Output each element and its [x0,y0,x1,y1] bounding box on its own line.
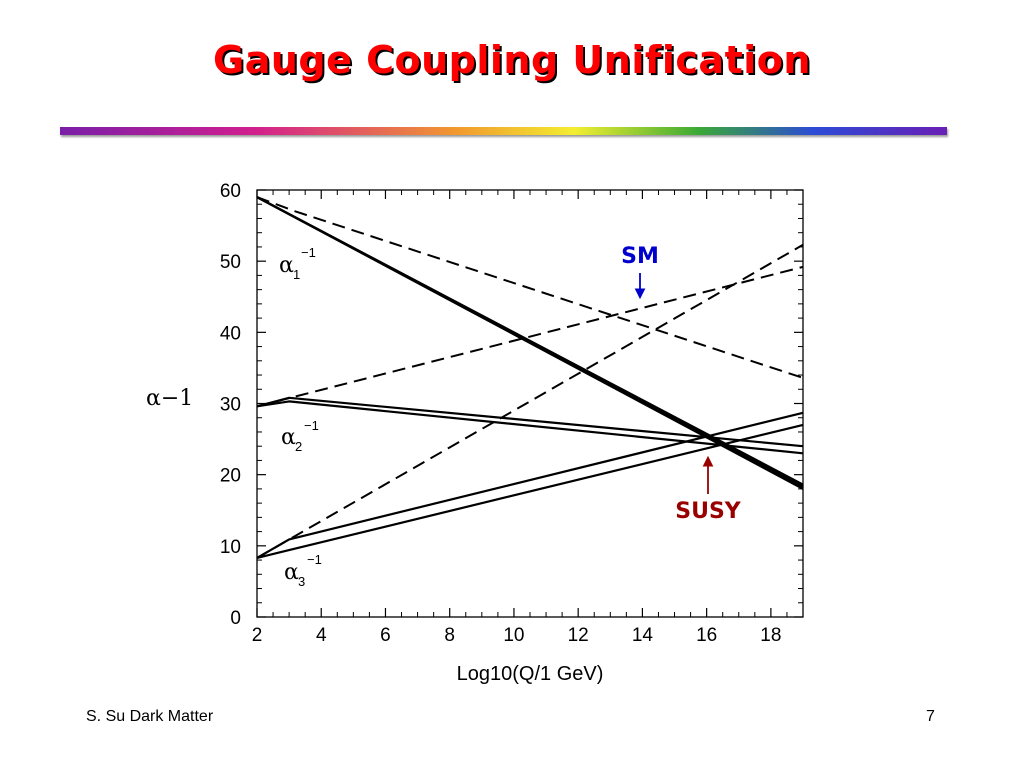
y-tick-label: 40 [220,323,241,344]
series-layer [256,196,804,559]
susy-annotation: SUSY [675,455,742,524]
y-tick-label: 20 [220,466,241,487]
y-axis-title: α−1 [146,386,193,411]
curve-label-alpha1-sub: 1 [293,267,300,282]
y-tick-label: 10 [220,537,241,558]
x-tick-label: 4 [316,625,327,646]
susy-curve-9 [256,423,804,559]
footer-author: S. Su Dark Matter [86,708,214,725]
sm-curve-1 [256,265,804,408]
curve-label-alpha2-sub: 2 [295,439,302,454]
curve-label-alpha3-sub: 3 [298,574,305,589]
sm-label: SM [621,244,659,269]
title-divider [60,127,947,135]
x-tick-label: 2 [252,625,263,646]
x-axis-title-text: Log10(Q/1 GeV) [457,663,604,685]
x-axis-title: Log10(Q/1 GeV) [457,663,604,685]
susy-curve-7 [256,400,804,455]
x-tick-label: 8 [444,625,455,646]
curve-label-alpha1: α 1 −1 [279,245,316,282]
x-tick-label: 16 [696,625,717,646]
page-number: 7 [926,708,935,725]
x-tick-label: 14 [632,625,654,646]
curve-label-alpha3-sup: −1 [307,552,322,567]
sm-curve-0 [256,196,804,379]
curve-label-alpha1-sup: −1 [301,245,316,260]
curve-label-alpha2: α 2 −1 [281,418,319,454]
y-tick-label: 0 [230,608,241,629]
susy-curve-5 [256,196,804,488]
curve-label-alpha3: α 3 −1 [284,552,322,589]
x-tick-label: 18 [760,625,781,646]
y-axis-title-greek: α−1 [146,386,193,411]
curve-label-alpha2-sup: −1 [304,418,319,433]
susy-curve-6 [256,396,804,448]
sm-annotation: SM [621,244,659,300]
y-tick-label: 60 [220,181,241,202]
x-tick-label: 12 [568,625,589,646]
y-tick-label: 30 [220,395,241,416]
slide-title: Gauge Coupling Unification [213,38,811,82]
x-tick-label: 10 [503,625,524,646]
curve-label-alpha2-greek: α [281,425,296,450]
sm-curve-2 [256,243,804,559]
susy-label: SUSY [675,499,742,524]
curve-label-alpha3-greek: α [284,560,299,585]
curve-label-alpha1-greek: α [279,253,294,278]
susy-curve-8 [256,411,804,559]
y-tick-label: 50 [220,252,241,273]
x-tick-label: 6 [380,625,391,646]
